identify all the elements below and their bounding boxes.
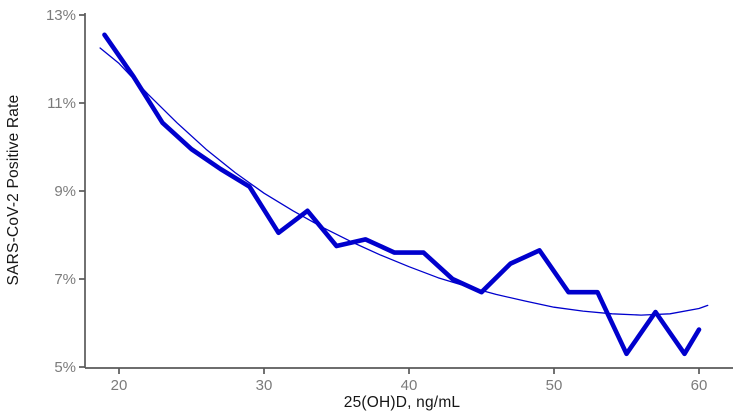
y-axis-title: SARS-CoV-2 Positive Rate: [5, 94, 22, 286]
x-tick-label: 30: [256, 377, 273, 394]
y-tick-label: 5%: [54, 359, 76, 376]
x-tick-label: 20: [111, 377, 128, 394]
y-tick-label: 11%: [47, 95, 76, 112]
x-tick-label: 40: [401, 377, 418, 394]
x-tick-label: 50: [546, 377, 563, 394]
y-tick-label: 7%: [54, 271, 76, 288]
fitted-trend-line: [99, 47, 709, 316]
observed-positive-rate-line: [102, 32, 702, 357]
y-tick-label: 13%: [46, 7, 76, 24]
y-tick-label: 9%: [54, 183, 76, 200]
x-axis-title: 25(OH)D, ng/mL: [343, 394, 461, 411]
x-tick-label: 60: [691, 377, 708, 394]
